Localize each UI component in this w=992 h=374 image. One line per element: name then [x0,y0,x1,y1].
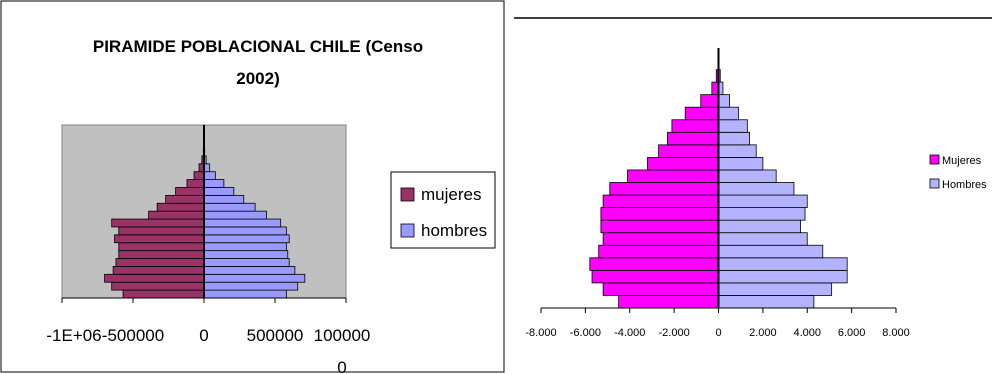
bar-hombres [718,106,739,121]
bar-hombres [718,282,833,296]
bar-hombres [718,194,808,209]
legend-swatch [400,187,415,202]
bar-hombres [718,144,757,158]
bar-hombres [718,182,795,196]
x-tick-label: 6.000 [838,327,866,339]
legend-swatch [400,223,415,238]
bar-hombres [203,242,287,252]
bar-mujeres [156,202,205,212]
bar-mujeres [602,232,719,246]
legend-swatch [929,178,940,189]
x-tick-label: -4.000 [614,327,645,339]
legend-label: hombres [421,221,487,240]
x-tick-label: 8.000 [882,327,910,339]
x-tick-label: 100000 [314,326,371,345]
legend-label: mujeres [421,185,481,204]
x-tick-label: 2.000 [749,327,777,339]
bar-mujeres [602,194,719,209]
bar-mujeres [148,210,205,220]
bar-hombres [203,187,235,196]
bar-hombres [203,202,256,212]
bar-mujeres [118,250,205,259]
bar-hombres [203,273,306,283]
bar-mujeres [658,144,719,158]
bar-hombres [718,269,848,284]
bar-mujeres [589,257,719,271]
bar-hombres [203,179,225,188]
bar-mujeres [175,187,205,196]
legend-label: Hombres [942,179,987,191]
legend-swatch [929,154,940,165]
bar-hombres [718,219,801,234]
chart-title-line1: PIRAMIDE POBLACIONAL CHILE (Censo [93,37,423,56]
bar-hombres [718,207,806,221]
bar-hombres [718,295,815,309]
bar-mujeres [115,258,205,267]
bar-mujeres [193,171,205,180]
bar-mujeres [118,242,205,252]
bar-hombres [203,194,245,204]
bar-mujeres [112,266,205,275]
x-tick-label: -2.000 [659,327,690,339]
bar-hombres [718,232,808,246]
bar-hombres [718,169,777,183]
bar-hombres [203,226,287,236]
chart-left: PIRAMIDE POBLACIONAL CHILE (Censo 2002) -1… [0,0,505,374]
bar-hombres [203,218,282,228]
x-tick-label: 4.000 [793,327,821,339]
bar-mujeres [684,106,719,121]
x-tick-label: -500000 [102,326,164,345]
x-tick-label: -6.000 [570,327,601,339]
bar-mujeres [122,289,205,299]
bar-mujeres [647,156,719,171]
x-tick-label: -8.000 [525,327,556,339]
bar-hombres [718,131,750,146]
bar-hombres [203,281,299,291]
bar-hombres [203,266,296,275]
bar-mujeres [618,295,719,309]
bar-hombres [718,257,848,271]
chart-right: -8.000 -6.000 -4.000 -2.000 0 2.000 4.000 6.000… [514,17,992,339]
x-tick-label: -1E+06 [46,326,101,345]
bar-mujeres [667,131,719,146]
bar-hombres [203,258,290,267]
bar-hombres [203,250,289,259]
bar-hombres [203,234,290,244]
x-tick-label: 0 [715,327,721,339]
bar-mujeres [118,226,205,236]
bar-mujeres [598,244,719,259]
legend-label: Mujeres [942,155,982,167]
bar-mujeres [111,281,205,291]
bar-mujeres [602,282,719,296]
bar-mujeres [609,182,719,196]
bar-hombres [718,156,764,171]
bar-mujeres [186,179,205,188]
bar-hombres [203,210,267,220]
bar-hombres [718,94,730,108]
bar-mujeres [111,218,205,228]
x-tick-label-wrap: 0 [337,358,346,374]
bar-hombres [203,289,287,299]
x-tick-label: 500000 [247,326,304,345]
bar-mujeres [600,207,719,221]
bar-hombres [203,171,216,180]
bar-mujeres [671,119,719,133]
bar-mujeres [600,219,719,234]
bar-hombres [718,119,748,133]
bar-mujeres [591,269,719,284]
x-tick-label: 0 [199,326,208,345]
bar-mujeres [114,234,205,244]
bar-mujeres [104,273,205,283]
bar-mujeres [700,94,719,108]
bar-hombres [718,244,824,259]
bar-mujeres [165,194,205,204]
bar-mujeres [627,169,719,183]
chart-title-line2: 2002) [236,69,279,88]
